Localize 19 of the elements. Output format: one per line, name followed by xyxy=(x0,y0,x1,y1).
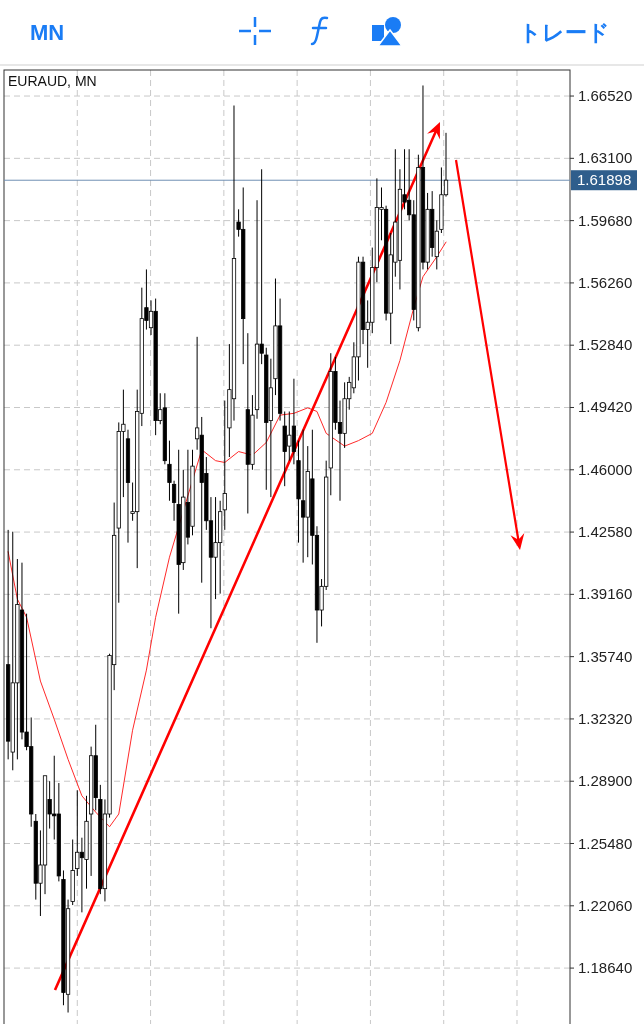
text: MN xyxy=(29,20,65,45)
y-tick-label: 1.18640 xyxy=(578,959,633,977)
chart-title: EURAUD, MN xyxy=(8,73,97,89)
y-tick-label: 1.35740 xyxy=(578,647,633,665)
y-tick-label: 1.52840 xyxy=(578,336,633,354)
y-tick-label: 1.22060 xyxy=(578,896,633,914)
y-tick-label: 1.66520 xyxy=(578,87,633,105)
text: トレード xyxy=(519,20,610,45)
y-tick-label: 1.42580 xyxy=(578,523,633,541)
y-tick-label: 1.46000 xyxy=(578,460,633,478)
y-tick-label: 1.25480 xyxy=(578,834,633,852)
y-tick-label: 1.63100 xyxy=(578,149,633,167)
y-tick-label: 1.49420 xyxy=(578,398,633,416)
y-tick-label: 1.39160 xyxy=(578,585,633,603)
y-tick-label: 1.28900 xyxy=(578,772,633,790)
y-tick-label: 1.32320 xyxy=(578,709,633,727)
y-tick-label: 1.59680 xyxy=(578,211,633,229)
ref-line-label: 1.61898 xyxy=(577,171,632,189)
y-tick-label: 1.56260 xyxy=(578,273,633,291)
